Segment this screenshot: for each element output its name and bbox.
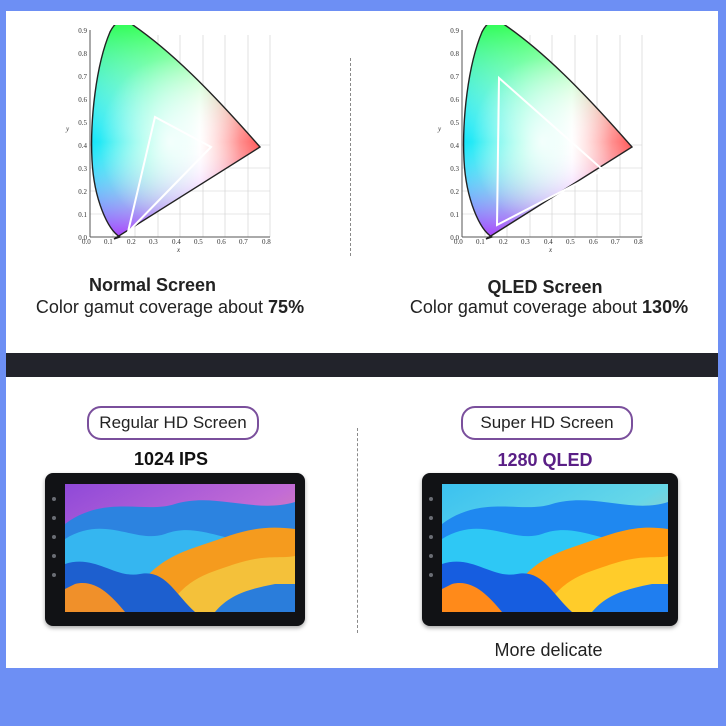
y-axis-ticks-qled: 0.9 0.8 0.7 0.6 0.5 0.4 0.3 0.2 0.1 0.0 …	[438, 27, 459, 242]
super-resolution: 1280 QLED	[497, 450, 593, 470]
cie-diagram-qled	[437, 19, 657, 255]
qled-screen-title: QLED Screen	[487, 277, 603, 297]
regular-hd-pill: Regular HD Screen	[87, 406, 259, 440]
qled-coverage-value: 130%	[642, 297, 689, 317]
normal-coverage-value: 75%	[268, 297, 305, 317]
screens-divider	[357, 428, 358, 633]
qled-screen-coverage: Color gamut coverage about 130%	[409, 297, 689, 317]
normal-screen-coverage: Color gamut coverage about 75%	[35, 297, 305, 317]
screen-wallpaper-regular	[65, 484, 295, 612]
device-regular	[45, 473, 305, 626]
screen-wallpaper-super	[442, 484, 668, 612]
cie-diagram-normal	[65, 19, 285, 255]
section-divider-band	[6, 353, 718, 377]
x-axis-ticks-normal: 0.0 0.1 0.2 0.3 0.4 0.5 0.6 0.7 0.8 x	[82, 238, 271, 254]
device-super	[422, 473, 678, 626]
y-axis-ticks-normal: 0.9 0.8 0.7 0.6 0.5 0.4 0.3 0.2 0.1 0.0 …	[66, 27, 87, 242]
device-side-buttons	[426, 497, 436, 592]
x-axis-ticks-qled: 0.0 0.1 0.2 0.3 0.4 0.5 0.6 0.7 0.8 x	[454, 238, 643, 254]
regular-resolution: 1024 IPS	[133, 449, 209, 469]
super-hd-pill: Super HD Screen	[461, 406, 633, 440]
more-delicate-note: More delicate	[494, 640, 603, 660]
normal-screen-title: Normal Screen	[88, 275, 217, 295]
device-side-buttons	[49, 497, 59, 592]
gamut-divider	[350, 58, 351, 256]
